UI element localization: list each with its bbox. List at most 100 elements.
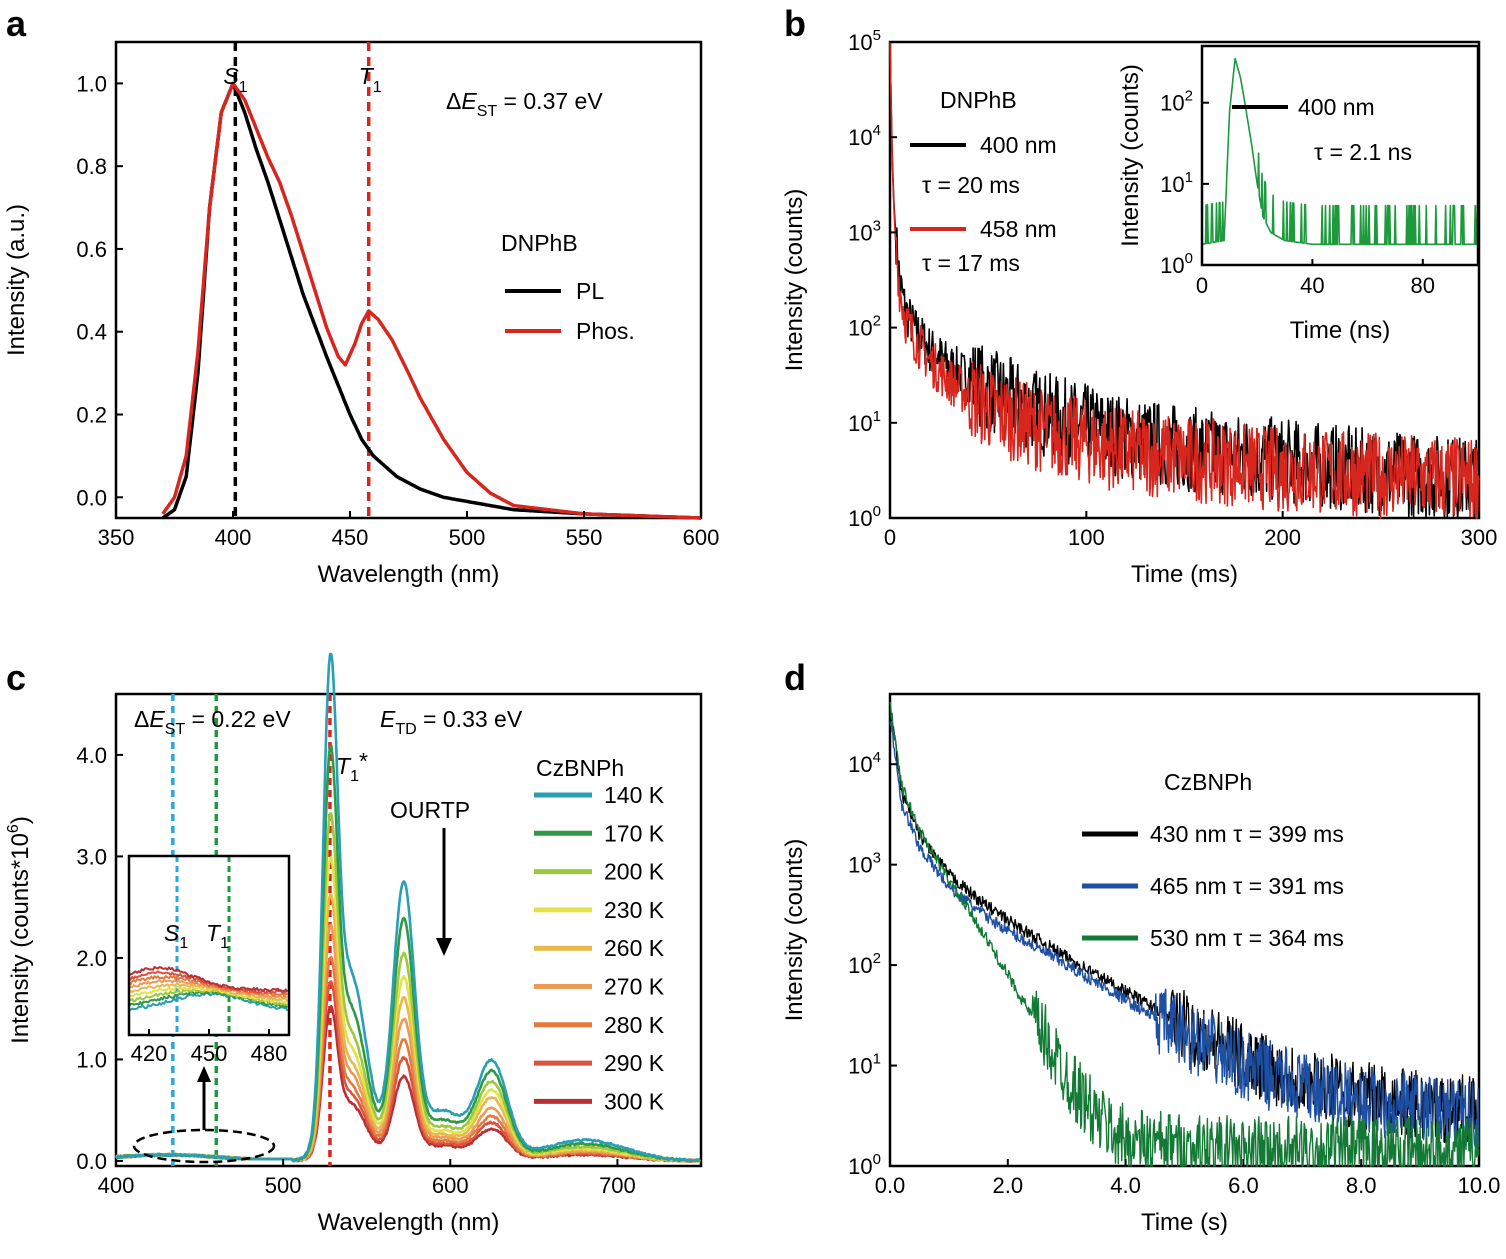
panel-c-legend-title: CzBNPh (536, 755, 624, 781)
panel-a-chart: 350 400 450 500 550 600 0.0 0.2 0.4 0.6 0.8 1.0 Wave… (3, 40, 720, 588)
panel-d-xtick-label: 2.0 (993, 1173, 1024, 1198)
panel-c-ytick-label: 1.0 (76, 1047, 107, 1072)
panel-a-frame (114, 40, 703, 520)
panel-b-legend-458: 458 nm (980, 216, 1057, 242)
panel-b-ytick-label: 104 (848, 122, 881, 150)
panel-b-legend-400: 400 nm (980, 132, 1057, 158)
panel-b-inset-ytick-label: 102 (1160, 88, 1193, 116)
panel-b-frame (888, 40, 1481, 520)
panel-b-inset-ylabel: Intensity (counts) (1117, 64, 1144, 247)
panel-a-delta-est: ΔEST = 0.37 eV (446, 88, 603, 120)
panel-a-legend-phos: Phos. (576, 318, 635, 344)
panel-d-legend-label: 430 nm τ = 399 ms (1150, 821, 1344, 847)
panel-c-legend-label: 260 K (604, 935, 665, 961)
panel-c-xlabel: Wavelength (nm) (318, 1209, 500, 1236)
panel-d-xtick-label: 6.0 (1228, 1173, 1259, 1198)
panel-d-ytick-label: 102 (848, 950, 881, 978)
panel-d-series-1 (889, 721, 1480, 1148)
panel-c-legend-label: 200 K (604, 859, 665, 885)
panel-c-xtick-label: 600 (432, 1173, 469, 1198)
panel-b-xtick-label: 300 (1461, 525, 1498, 550)
panel-c-ytick-label: 4.0 (76, 743, 107, 768)
panel-d-legend-label: 530 nm τ = 364 ms (1150, 925, 1344, 951)
panel-a-ytick-label: 1.0 (76, 71, 107, 96)
panel-b-xtick-label: 0 (884, 525, 896, 550)
panel-b-inset-xtick-label: 80 (1411, 273, 1435, 298)
panel-c-legend-label: 280 K (604, 1012, 665, 1038)
panel-d-xlabel: Time (s) (1141, 1209, 1228, 1236)
panel-c-t1star-label: T1* (336, 748, 368, 785)
panel-c-ytick-label: 2.0 (76, 946, 107, 971)
panel-b-xtick-label: 100 (1068, 525, 1105, 550)
panel-label-d: d (784, 657, 806, 698)
panel-d-ytick-label: 101 (848, 1051, 881, 1079)
panel-a-xtick-label: 600 (683, 525, 720, 550)
panel-c-legend-label: 230 K (604, 897, 665, 923)
panel-b-ylabel: Intensity (counts) (781, 189, 808, 372)
panel-b-inset-ytick-label: 101 (1160, 169, 1193, 197)
panel-a-series-pl (161, 81, 702, 520)
panel-label-c: c (6, 657, 26, 698)
panel-c-inset-series (128, 990, 288, 1009)
panel-d-ytick-label: 100 (848, 1151, 881, 1179)
panel-c-chart: 400 500 600 700 0.0 1.0 2.0 3.0 4.0 Wavelength (n… (5, 652, 703, 1236)
panel-a-xtick-label: 450 (332, 525, 369, 550)
panel-c-xtick-label: 700 (599, 1173, 636, 1198)
panel-b-inset-bg (1202, 46, 1478, 265)
panel-a-series-phos (161, 81, 702, 520)
panel-d-legend-label: 465 nm τ = 391 ms (1150, 873, 1344, 899)
panel-d-xtick-label: 4.0 (1110, 1173, 1141, 1198)
panel-d-ylabel: Intensity (counts) (781, 839, 808, 1022)
panel-c-etd: ETD = 0.33 eV (380, 706, 523, 738)
panel-c-legend-label: 170 K (604, 820, 665, 846)
panel-b-legend-458-tau: τ = 17 ms (922, 250, 1020, 276)
panel-d-xtick-label: 10.0 (1458, 1173, 1501, 1198)
panel-b-xtick-label: 200 (1264, 525, 1301, 550)
panel-a-ytick-label: 0.4 (76, 320, 107, 345)
panel-b-ytick-label: 102 (848, 313, 881, 341)
panel-c-inset-series (128, 966, 289, 993)
panel-c-zoom-arrowhead (197, 1066, 211, 1082)
panel-c-legend-label: 270 K (604, 974, 665, 1000)
panel-c-inset-xtick-label: 450 (191, 1041, 228, 1066)
panel-b-legend-400-tau: τ = 20 ms (922, 172, 1020, 198)
panel-b-ytick-label: 101 (848, 408, 881, 436)
panel-b-ytick-label: 100 (848, 503, 881, 531)
panel-b-inset-frame (1200, 44, 1480, 267)
panel-c-zoom-ellipse (132, 1128, 276, 1164)
panel-c-xtick-label: 400 (98, 1173, 135, 1198)
panel-c-inset-series (128, 970, 288, 995)
panel-d-series-2 (889, 701, 1480, 1167)
panel-c-xtick-label: 500 (265, 1173, 302, 1198)
panel-c-legend-label: 140 K (604, 782, 665, 808)
panel-c-inset-xtick-label: 420 (131, 1041, 168, 1066)
panel-a-ytick-label: 0.8 (76, 154, 107, 179)
panel-c-ourtp-arrowhead (436, 938, 452, 956)
panel-a-legend-pl: PL (576, 278, 604, 304)
panel-c-ytick-label: 0.0 (76, 1149, 107, 1174)
panel-label-b: b (784, 3, 806, 44)
panel-label-a: a (6, 3, 27, 44)
panel-c-delta-est: ΔEST = 0.22 eV (134, 706, 291, 738)
panel-b-inset-series (1201, 57, 1479, 246)
panel-c-series-140k (115, 652, 701, 1163)
panel-c-ourtp-label: OURTP (390, 797, 470, 823)
panel-a-ytick-label: 0.2 (76, 403, 107, 428)
panel-c-inset-xtick-label: 480 (251, 1041, 288, 1066)
panel-c-ylabel: Intensity (counts*106) (5, 816, 34, 1044)
panel-d-ytick-label: 104 (848, 749, 881, 777)
panel-c-legend-label: 290 K (604, 1050, 665, 1076)
panel-d-chart: 0.0 2.0 4.0 6.0 8.0 10.0 100 101 102 103 104 Time (… (781, 692, 1501, 1236)
panel-b-inset-xtick-label: 40 (1300, 273, 1324, 298)
panel-d-ytick-label: 103 (848, 850, 881, 878)
panel-c-ytick-label: 3.0 (76, 844, 107, 869)
panel-b-inset-xlabel: Time (ns) (1290, 317, 1390, 344)
panel-c-legend-label: 300 K (604, 1088, 665, 1114)
panel-b-inset-xtick-label: 0 (1196, 273, 1208, 298)
panel-b-legend-title: DNPhB (940, 87, 1017, 113)
panel-b-ytick-label: 103 (848, 217, 881, 245)
panel-b-xlabel: Time (ms) (1131, 561, 1238, 588)
panel-a-xtick-label: 550 (566, 525, 603, 550)
